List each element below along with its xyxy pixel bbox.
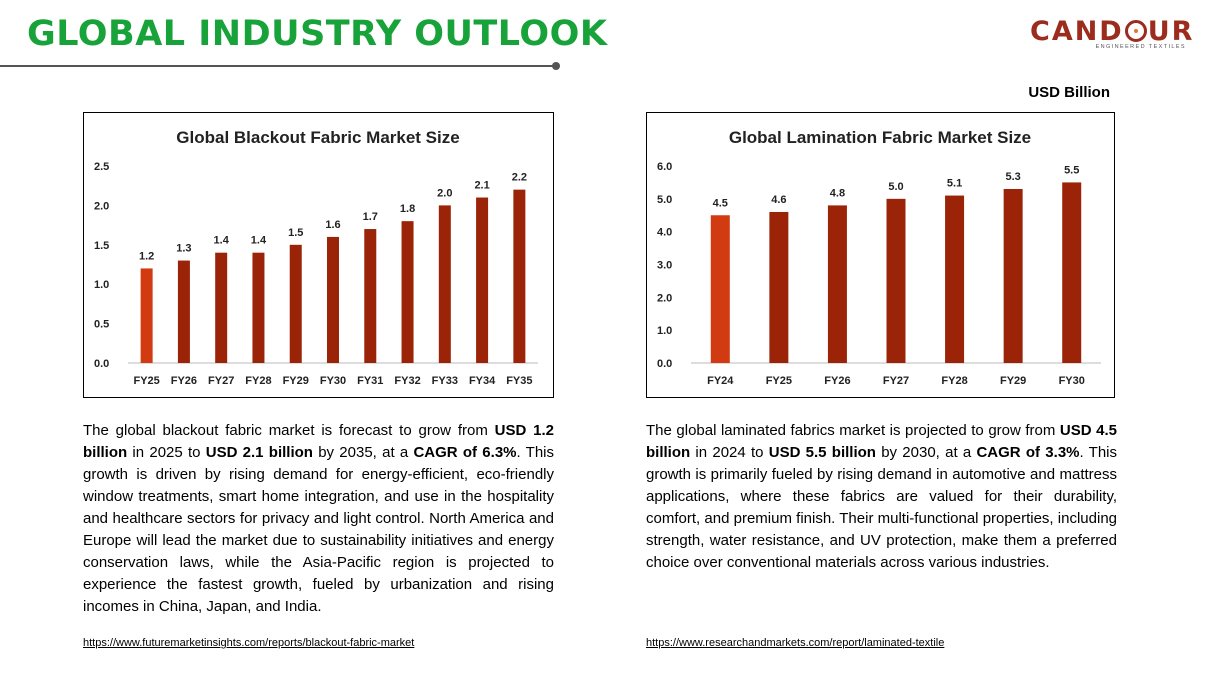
bar-value-label: 1.7 [363,211,378,223]
blackout-bar [252,252,265,363]
blackout-bar [438,205,451,363]
bar-value-label: 5.0 [888,181,903,193]
x-tick-label: FY35 [506,375,532,387]
lamination-chart-title: Global Lamination Fabric Market Size [729,128,1031,147]
bar-value-label: 2.0 [437,187,452,199]
x-tick-label: FY30 [1059,375,1085,387]
logo-o-icon [1124,20,1147,42]
lamination-bar [827,205,847,363]
x-tick-label: FY26 [171,375,197,387]
x-tick-label: FY31 [357,375,383,387]
unit-label: USD Billion [1028,84,1110,101]
blackout-bar [327,236,339,363]
bar-value-label: 1.4 [251,235,267,247]
title-divider [0,65,556,67]
y-tick-label: 6.0 [657,161,672,173]
y-tick-label: 3.0 [657,260,672,272]
x-tick-label: FY30 [320,375,346,387]
blackout-bar [289,244,302,363]
x-tick-label: FY24 [707,375,734,387]
y-tick-label: 1.0 [657,325,672,337]
bar-value-label: 2.1 [474,180,489,192]
y-tick-label: 0.0 [657,358,672,370]
x-tick-label: FY27 [883,375,909,387]
lamination-fabric-chart: Global Lamination Fabric Market Size 0.0 1… [657,128,1101,387]
y-tick-label: 2.0 [94,200,109,212]
lamination-source-link[interactable]: https://www.researchandmarkets.com/repor… [646,637,945,649]
y-tick-label: 5.0 [657,194,672,206]
bar-value-label: 1.6 [325,219,340,231]
bar-value-label: 5.5 [1064,164,1079,176]
lamination-bar [1003,188,1023,363]
blackout-fabric-chart: Global Blackout Fabric Market Size 0.0 0.5… [94,128,538,387]
x-tick-label: FY25 [766,375,792,387]
blackout-bar [177,260,190,363]
bar-value-label: 4.5 [713,197,728,209]
bar-value-label: 1.2 [139,250,154,262]
bar-value-label: 4.6 [771,194,786,206]
lamination-chart-frame: Global Lamination Fabric Market Size 0.0 1… [646,112,1115,398]
blackout-bar [364,229,377,363]
bar-value-label: 1.4 [214,235,230,247]
y-tick-label: 1.0 [94,279,109,291]
blackout-chart-frame: Global Blackout Fabric Market Size 0.0 0.5… [83,112,554,398]
x-tick-label: FY34 [469,375,496,387]
x-tick-label: FY28 [245,375,271,387]
y-tick-label: 0.0 [94,358,109,370]
logo-suffix: UR [1147,16,1195,47]
blackout-bar [401,221,414,363]
y-tick-label: 2.5 [94,161,109,173]
x-tick-label: FY29 [283,375,309,387]
lamination-bar [710,215,730,363]
candour-logo: CAND UR ENGINEERED TEXTILES [1030,16,1192,51]
x-tick-label: FY25 [133,375,159,387]
bar-value-label: 2.2 [512,172,527,184]
lamination-bar [769,211,789,363]
x-tick-label: FY27 [208,375,234,387]
x-tick-label: FY32 [394,375,420,387]
x-tick-label: FY26 [824,375,850,387]
lamination-bar [945,195,965,363]
logo-tagline: ENGINEERED TEXTILES [1095,44,1186,50]
bar-value-label: 4.8 [830,187,845,199]
blackout-bar [215,252,228,363]
page-title: GLOBAL INDUSTRY OUTLOOK [27,14,608,54]
blackout-chart-title: Global Blackout Fabric Market Size [176,128,459,147]
bar-value-label: 1.3 [176,243,191,255]
y-tick-label: 4.0 [657,227,672,239]
x-tick-label: FY29 [1000,375,1026,387]
x-tick-label: FY28 [941,375,967,387]
bar-value-label: 5.1 [947,178,962,190]
logo-prefix: CAND [1030,16,1124,47]
blackout-bar [513,189,526,363]
lamination-description: The global laminated fabrics market is p… [646,422,1117,571]
lamination-bar [886,198,906,363]
x-tick-label: FY33 [432,375,458,387]
bar-value-label: 5.3 [1005,171,1020,183]
title-divider-dot [552,62,560,70]
blackout-source-link[interactable]: https://www.futuremarketinsights.com/rep… [83,637,415,649]
blackout-bar [476,197,489,363]
y-tick-label: 1.5 [94,240,109,252]
blackout-bar [140,268,153,363]
bar-value-label: 1.8 [400,203,415,215]
y-tick-label: 0.5 [94,319,109,331]
lamination-bar [1062,182,1082,363]
bar-value-label: 1.5 [288,227,303,239]
y-tick-label: 2.0 [657,292,672,304]
blackout-description: The global blackout fabric market is for… [83,422,554,615]
